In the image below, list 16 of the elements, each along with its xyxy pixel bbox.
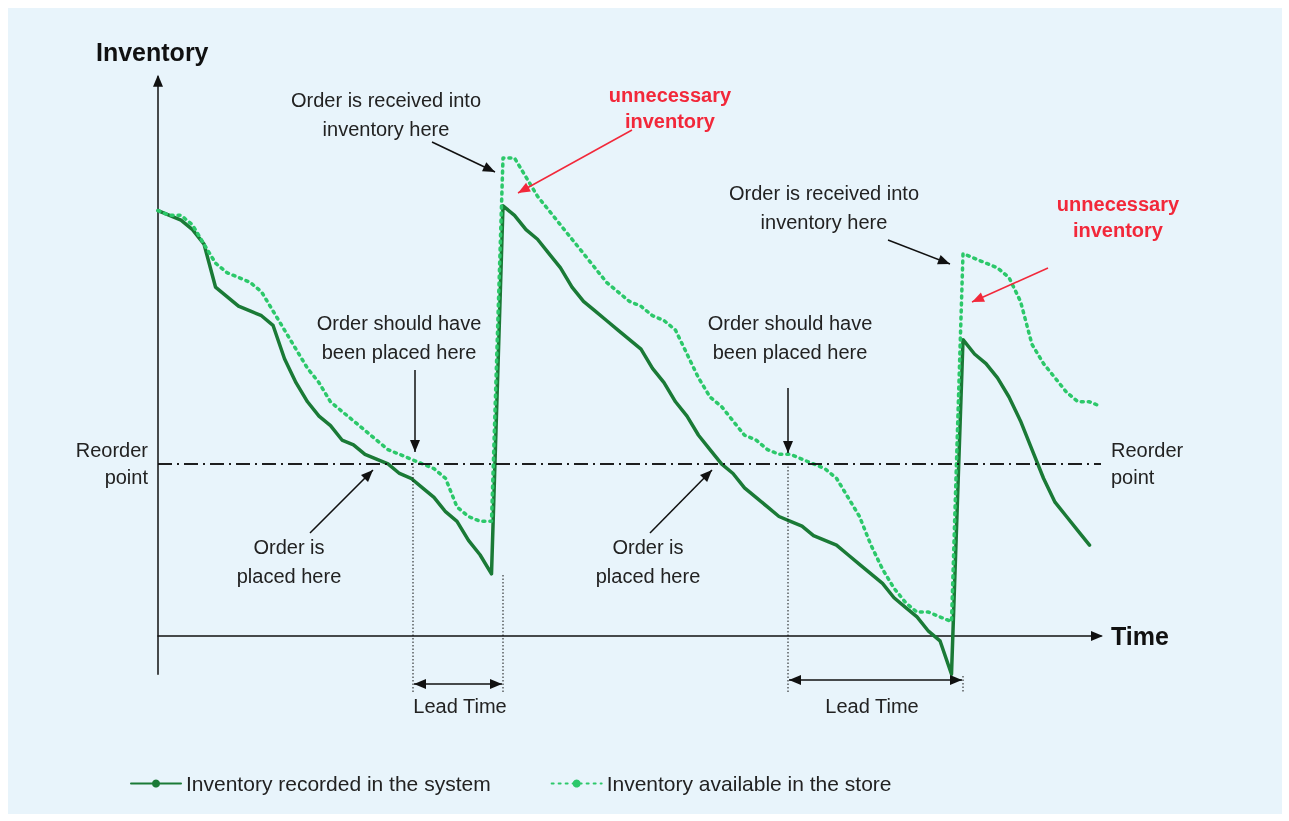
text: unnecessary inventory xyxy=(608,83,732,134)
annotation: Order should have been placed here xyxy=(316,311,482,365)
text: Lead Time xyxy=(825,693,919,719)
x-axis-title: Time xyxy=(1111,622,1169,650)
legend-label: Inventory available in the store xyxy=(606,772,892,795)
annotation: Order should have been placed here xyxy=(707,311,873,365)
ref-line-label: Reorder point xyxy=(75,439,149,489)
text: Reorder point xyxy=(1111,439,1184,489)
y-axis-title: Inventory xyxy=(96,38,209,67)
annotation: unnecessary inventory xyxy=(1056,192,1180,243)
text: Order is received into inventory here xyxy=(290,88,482,142)
text: Lead Time xyxy=(413,693,507,719)
annotation: Order is placed here xyxy=(595,535,701,589)
annotation: Order is placed here xyxy=(236,535,342,589)
annotation: Order is received into inventory here xyxy=(728,181,920,235)
legend-label: Inventory recorded in the system xyxy=(186,772,491,795)
